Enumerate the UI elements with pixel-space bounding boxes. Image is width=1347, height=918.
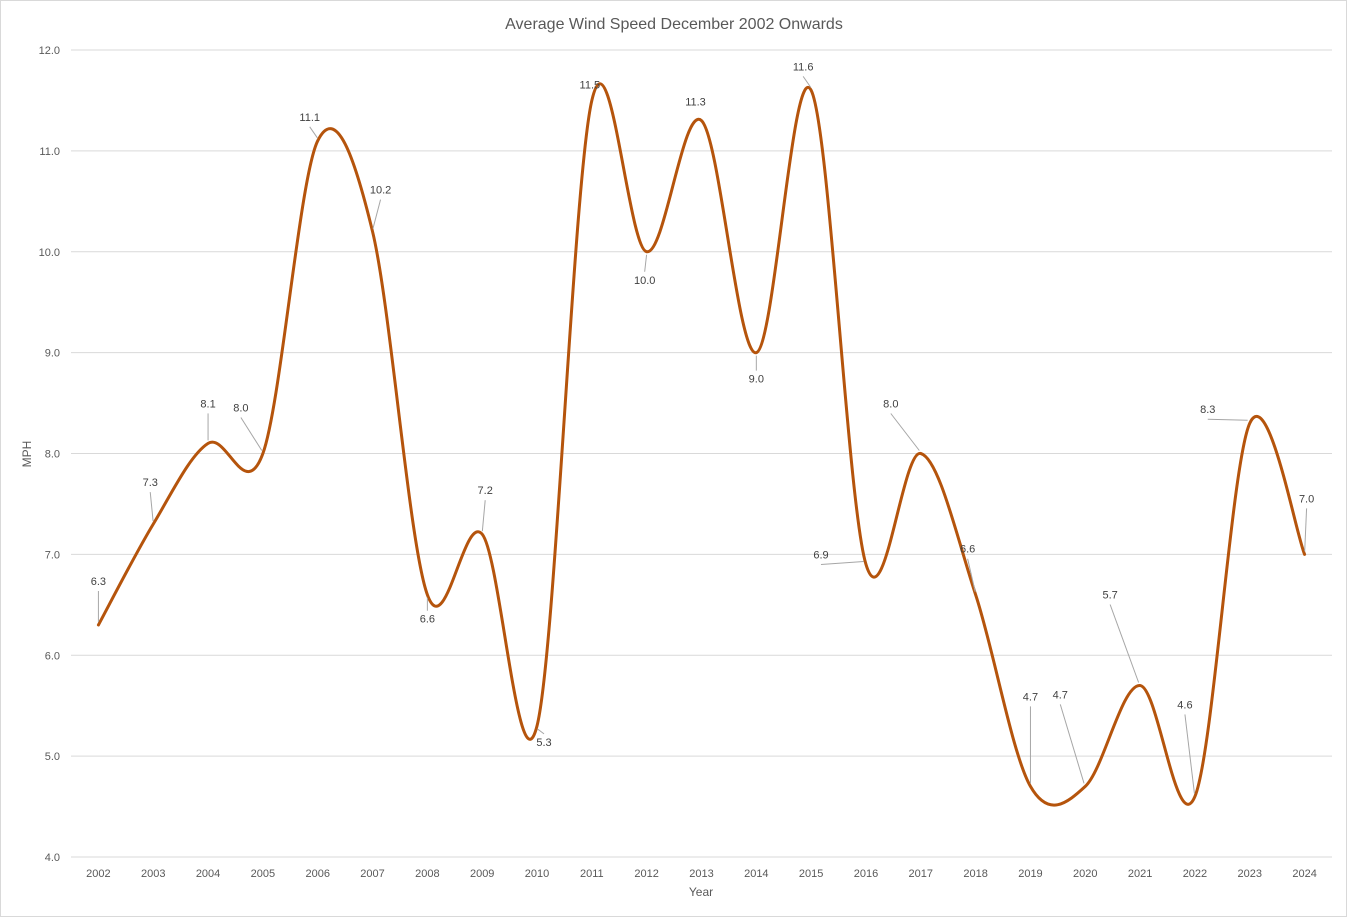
data-label-leader: [240, 417, 263, 451]
y-axis-title: MPH: [20, 441, 34, 468]
data-label: 6.6: [420, 614, 435, 626]
data-labels: 6.3 7.3 8.1 8.0 11.1 10.2 6.6 7.2 5.3 11.5 10.0 11.…: [91, 61, 1314, 749]
data-label-leader: [1304, 508, 1308, 552]
data-label: 9.0: [749, 374, 764, 386]
data-label-leaders: [97, 76, 1308, 794]
data-label-leader: [1109, 604, 1140, 683]
data-label: 4.7: [1053, 689, 1068, 701]
x-tick-label: 2021: [1128, 868, 1152, 880]
x-tick-label: 2011: [580, 868, 604, 880]
data-label: 11.3: [685, 97, 706, 109]
data-label-leader: [481, 500, 486, 532]
y-tick-label: 10.0: [39, 247, 60, 259]
data-label: 10.0: [634, 275, 655, 287]
data-label: 7.3: [143, 477, 158, 489]
x-tick-label: 2008: [415, 868, 439, 880]
y-axis-ticks: 4.0 5.0 6.0 7.0 8.0 9.0 10.0 11.0 12.0: [39, 45, 60, 864]
x-tick-label: 2006: [305, 868, 329, 880]
data-label-leader: [1207, 418, 1248, 421]
data-label: 8.1: [200, 398, 215, 410]
y-tick-label: 6.0: [45, 650, 60, 662]
data-label-leader: [372, 199, 382, 229]
series-line: [96, 82, 1307, 807]
data-label: 4.7: [1023, 691, 1038, 703]
y-tick-label: 8.0: [45, 449, 60, 461]
data-label: 8.0: [883, 399, 898, 411]
y-tick-label: 5.0: [45, 751, 60, 763]
x-tick-label: 2015: [799, 868, 823, 880]
x-tick-label: 2019: [1018, 868, 1042, 880]
x-tick-label: 2022: [1183, 868, 1207, 880]
y-tick-label: 4.0: [45, 852, 60, 864]
data-label: 11.6: [793, 61, 814, 73]
data-label: 8.0: [233, 403, 248, 415]
y-tick-label: 11.0: [39, 146, 60, 158]
x-tick-label: 2005: [251, 868, 275, 880]
data-label: 5.3: [536, 737, 551, 749]
x-tick-label: 2017: [909, 868, 933, 880]
data-label-leader: [820, 560, 864, 565]
x-tick-label: 2020: [1073, 868, 1097, 880]
x-tick-label: 2003: [141, 868, 165, 880]
data-label: 6.6: [960, 544, 975, 556]
data-label: 10.2: [370, 185, 391, 197]
x-axis-ticks: 2002 2003 2004 2005 2006 2007 2008 2009 2010 2011…: [86, 868, 1317, 880]
data-label: 11.5: [580, 79, 601, 91]
x-tick-label: 2024: [1292, 868, 1316, 880]
x-tick-label: 2010: [525, 868, 549, 880]
data-label-leader: [1184, 714, 1195, 794]
data-label: 7.2: [478, 485, 493, 497]
data-label: 6.3: [91, 576, 106, 588]
y-tick-label: 9.0: [45, 348, 60, 360]
data-label: 7.0: [1299, 493, 1314, 505]
x-axis-title: Year: [689, 885, 713, 899]
data-label-leader: [149, 492, 154, 522]
chart-title: Average Wind Speed December 2002 Onwards: [505, 16, 843, 33]
data-label: 4.6: [1177, 699, 1192, 711]
data-label: 5.7: [1102, 590, 1117, 602]
data-label: 8.3: [1200, 404, 1215, 416]
x-tick-label: 2007: [360, 868, 384, 880]
x-tick-label: 2009: [470, 868, 494, 880]
x-tick-label: 2023: [1238, 868, 1262, 880]
data-label: 11.1: [299, 112, 320, 124]
data-label-leader: [1059, 704, 1085, 784]
data-label-leader: [802, 76, 812, 88]
x-tick-label: 2014: [744, 868, 768, 880]
data-label-leader: [644, 254, 648, 272]
x-tick-label: 2013: [689, 868, 713, 880]
x-tick-label: 2002: [86, 868, 110, 880]
x-tick-label: 2004: [196, 868, 220, 880]
gridlines: [71, 49, 1332, 858]
data-label: 6.9: [813, 549, 828, 561]
data-label-leader: [309, 126, 318, 139]
x-tick-label: 2012: [634, 868, 658, 880]
x-tick-label: 2018: [963, 868, 987, 880]
data-label-leader: [890, 413, 920, 451]
data-label-leader: [537, 728, 545, 735]
x-tick-label: 2016: [854, 868, 878, 880]
y-tick-label: 7.0: [45, 549, 60, 561]
data-label-leader: [967, 558, 976, 592]
y-tick-label: 12.0: [39, 45, 60, 57]
